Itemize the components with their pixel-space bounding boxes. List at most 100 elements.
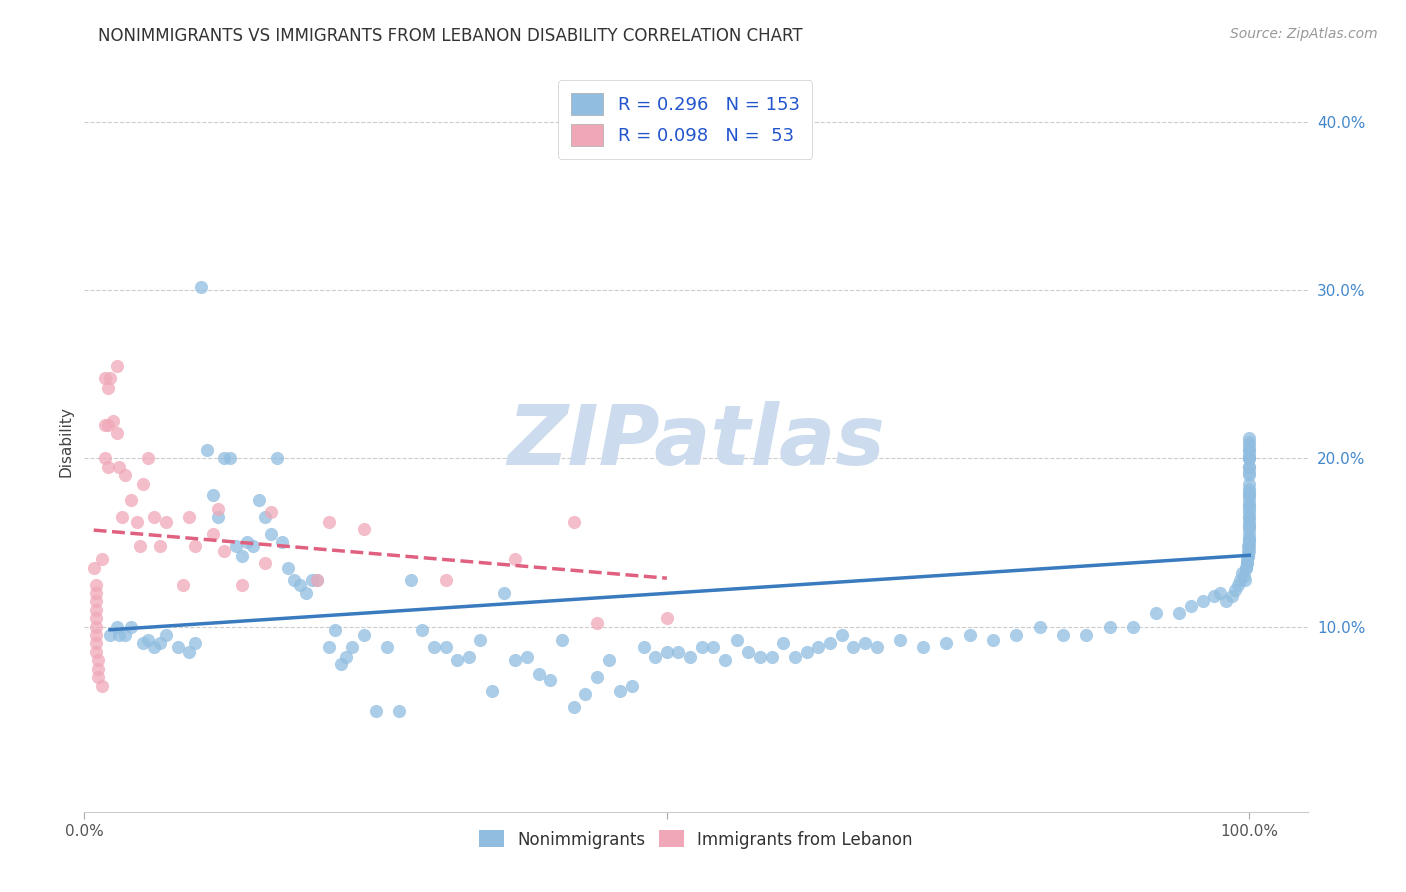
Point <box>1239 451 1261 466</box>
Point <box>761 649 783 664</box>
Point <box>1239 518 1261 533</box>
Point <box>83 560 105 574</box>
Point <box>1239 535 1261 549</box>
Point <box>105 426 128 441</box>
Point <box>1237 549 1260 563</box>
Point <box>609 683 631 698</box>
Point <box>260 505 283 519</box>
Point <box>323 623 346 637</box>
Point <box>538 673 561 688</box>
Point <box>655 645 678 659</box>
Point <box>364 704 387 718</box>
Point <box>959 628 981 642</box>
Point <box>1239 544 1261 558</box>
Point <box>1239 459 1261 474</box>
Point <box>1028 619 1050 633</box>
Point <box>225 539 247 553</box>
Point <box>1239 539 1261 553</box>
Point <box>725 633 748 648</box>
Text: ZIPatlas: ZIPatlas <box>508 401 884 482</box>
Point <box>1239 488 1261 502</box>
Point <box>1233 573 1256 587</box>
Point <box>108 628 131 642</box>
Point <box>1239 451 1261 466</box>
Point <box>714 653 737 667</box>
Point <box>783 649 806 664</box>
Point <box>1239 516 1261 530</box>
Point <box>114 468 136 483</box>
Point <box>155 628 177 642</box>
Point <box>1005 628 1028 642</box>
Point <box>1237 549 1260 563</box>
Point <box>1239 451 1261 466</box>
Point <box>288 577 311 591</box>
Point <box>84 628 107 642</box>
Point <box>179 510 201 524</box>
Point <box>307 573 329 587</box>
Point <box>172 577 194 591</box>
Point <box>749 649 772 664</box>
Point <box>586 670 609 684</box>
Point <box>1237 539 1260 553</box>
Point <box>98 628 121 642</box>
Point <box>253 510 276 524</box>
Point <box>131 476 153 491</box>
Point <box>912 640 935 654</box>
Point <box>84 577 107 591</box>
Point <box>149 539 172 553</box>
Point <box>842 640 865 654</box>
Point <box>481 683 503 698</box>
Point <box>87 653 110 667</box>
Point <box>516 649 538 664</box>
Point <box>329 657 352 671</box>
Point <box>219 451 242 466</box>
Text: NONIMMIGRANTS VS IMMIGRANTS FROM LEBANON DISABILITY CORRELATION CHART: NONIMMIGRANTS VS IMMIGRANTS FROM LEBANON… <box>98 27 803 45</box>
Point <box>1239 459 1261 474</box>
Legend: Nonimmigrants, Immigrants from Lebanon: Nonimmigrants, Immigrants from Lebanon <box>472 823 920 855</box>
Point <box>94 417 117 432</box>
Point <box>1239 482 1261 496</box>
Point <box>353 628 375 642</box>
Point <box>231 549 253 563</box>
Point <box>335 649 357 664</box>
Point <box>1239 465 1261 479</box>
Point <box>434 573 457 587</box>
Point <box>690 640 713 654</box>
Point <box>149 636 172 650</box>
Point <box>411 623 433 637</box>
Point <box>831 628 853 642</box>
Point <box>737 645 759 659</box>
Point <box>1220 590 1243 604</box>
Point <box>1226 577 1249 591</box>
Point <box>772 636 794 650</box>
Point <box>399 573 422 587</box>
Text: Source: ZipAtlas.com: Source: ZipAtlas.com <box>1230 27 1378 41</box>
Point <box>446 653 468 667</box>
Point <box>1239 485 1261 500</box>
Point <box>97 459 120 474</box>
Point <box>1225 582 1247 597</box>
Point <box>492 586 515 600</box>
Point <box>1239 532 1261 546</box>
Point <box>111 510 134 524</box>
Point <box>470 633 492 648</box>
Point <box>818 636 841 650</box>
Point <box>97 417 120 432</box>
Point <box>97 381 120 395</box>
Point <box>1239 488 1261 502</box>
Point <box>796 645 818 659</box>
Point <box>1236 556 1258 570</box>
Point <box>1052 628 1074 642</box>
Point <box>108 459 131 474</box>
Point <box>1239 448 1261 462</box>
Point <box>318 640 340 654</box>
Point <box>1239 505 1261 519</box>
Point <box>138 451 160 466</box>
Point <box>283 573 305 587</box>
Point <box>190 279 212 293</box>
Point <box>679 649 702 664</box>
Point <box>551 633 574 648</box>
Point <box>242 539 264 553</box>
Point <box>644 649 666 664</box>
Point <box>201 488 224 502</box>
